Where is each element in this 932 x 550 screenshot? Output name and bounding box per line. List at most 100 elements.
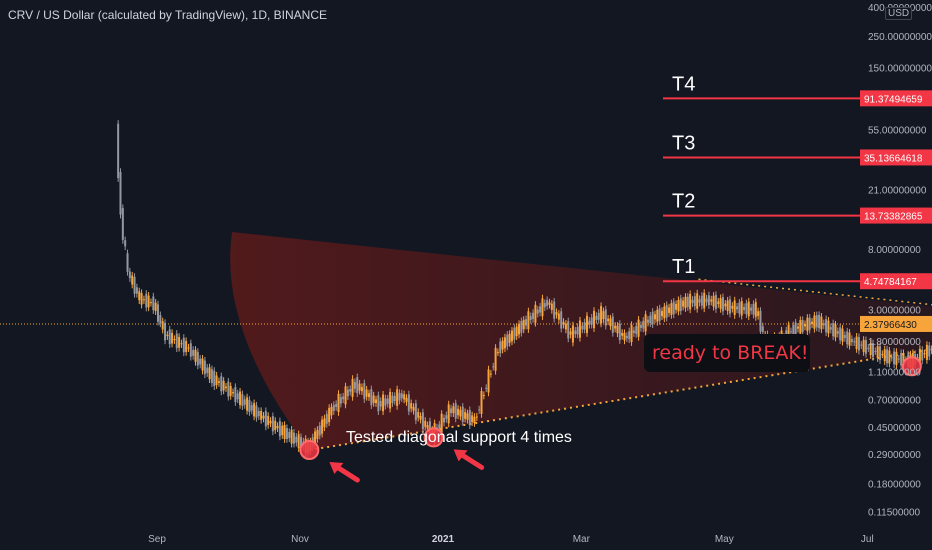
- candle-body: [288, 431, 291, 439]
- candle-body: [846, 331, 849, 345]
- candle-body: [642, 320, 645, 329]
- target-value-label: 4.74784167: [864, 277, 917, 288]
- candle-body: [656, 309, 659, 322]
- candle-body: [278, 421, 281, 437]
- candle-body: [396, 389, 399, 406]
- candle-body: [815, 315, 818, 328]
- candle-body: [243, 399, 246, 405]
- candle-body: [246, 397, 249, 411]
- candle-body: [367, 393, 370, 398]
- candle-body: [747, 301, 750, 317]
- candle-body: [142, 299, 145, 301]
- candle-body: [752, 303, 755, 315]
- candle-body: [832, 323, 835, 337]
- candle-body: [527, 311, 530, 330]
- candle-body: [339, 397, 342, 404]
- candle-body: [825, 319, 828, 333]
- candle-body: [895, 351, 898, 365]
- candle-body: [928, 345, 931, 357]
- candle-body: [569, 331, 572, 335]
- candle-body: [124, 240, 127, 247]
- candle-body: [145, 293, 148, 308]
- candle-body: [532, 312, 535, 319]
- y-axis[interactable]: 400.00000000250.00000000150.0000000055.0…: [868, 3, 932, 518]
- current-price-badge: [860, 315, 932, 332]
- candle-body: [604, 309, 607, 326]
- candle-body: [757, 311, 760, 316]
- candle-body: [578, 320, 581, 338]
- candle-body: [229, 386, 232, 396]
- candle-body: [196, 351, 199, 366]
- candle-body: [192, 349, 195, 356]
- candle-body: [546, 300, 549, 306]
- candle-body: [644, 314, 647, 332]
- candle-body: [506, 334, 509, 347]
- candle-body: [185, 340, 188, 352]
- candle-body: [194, 349, 197, 362]
- candle-body: [670, 303, 673, 315]
- candle-body: [489, 373, 492, 375]
- candle-body: [672, 301, 675, 315]
- candle-body: [646, 319, 649, 323]
- candle-body: [159, 315, 162, 324]
- candle-body: [902, 353, 905, 367]
- candle-body: [503, 337, 506, 349]
- candle-body: [743, 307, 746, 310]
- candle-body: [710, 299, 713, 302]
- candle-body: [323, 418, 326, 428]
- candle-body: [733, 300, 736, 315]
- candle-body: [839, 327, 842, 341]
- candle-body: [611, 316, 614, 333]
- candle-body: [464, 412, 467, 419]
- candle-body: [550, 303, 553, 310]
- candle-body: [536, 309, 539, 314]
- candle-body: [707, 295, 710, 306]
- candle-body: [414, 403, 417, 421]
- candle-body: [353, 381, 356, 389]
- candle-body: [419, 416, 422, 420]
- candle-body: [590, 317, 593, 325]
- candle-body: [201, 358, 204, 371]
- candle-body: [799, 320, 802, 334]
- candle-body: [276, 425, 279, 429]
- candle-body: [447, 404, 450, 424]
- x-axis[interactable]: SepNov2021MarMayJulSepNov2022Mar: [148, 534, 932, 545]
- candle-body: [232, 392, 235, 394]
- support-arrows: [329, 378, 932, 483]
- candle-body: [525, 319, 528, 326]
- candle-body: [140, 293, 143, 305]
- candle-body: [661, 310, 664, 317]
- candle-body: [166, 334, 169, 337]
- candle-body: [328, 407, 331, 423]
- candle-body: [738, 302, 741, 314]
- candle-body: [818, 314, 821, 329]
- arrow-head-icon: [329, 462, 344, 475]
- candle-body: [918, 348, 921, 365]
- candle-body: [822, 323, 825, 326]
- candle-body: [410, 403, 413, 409]
- currency-badge[interactable]: USD: [885, 7, 913, 20]
- candle-body: [510, 330, 513, 342]
- candle-body: [281, 425, 284, 436]
- candle-body: [623, 333, 626, 341]
- candle-body: [443, 417, 445, 423]
- y-tick-label: 0.29000000: [868, 450, 921, 461]
- x-tick-label: May: [715, 534, 734, 545]
- candle-body: [900, 352, 903, 366]
- candle-body: [829, 327, 832, 330]
- callout-box: [644, 334, 810, 372]
- support-touch-markers: [299, 356, 922, 461]
- candle-body: [522, 319, 525, 330]
- candle-body: [597, 312, 600, 320]
- candle-body: [649, 315, 652, 324]
- candle-body: [836, 331, 839, 334]
- y-tick-label: 55.00000000: [868, 126, 927, 137]
- candle-body: [796, 326, 799, 329]
- x-tick-label: Sep: [148, 534, 166, 545]
- candle-body: [482, 395, 485, 397]
- candle-body: [253, 403, 256, 417]
- candle-body: [461, 406, 464, 422]
- candle-body: [853, 341, 856, 343]
- candle-body: [363, 383, 366, 400]
